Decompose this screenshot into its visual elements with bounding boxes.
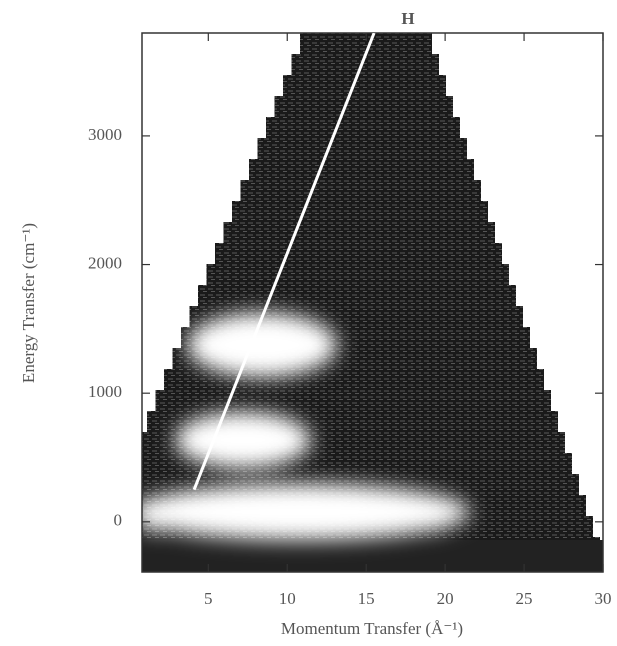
data-line bbox=[192, 33, 376, 491]
y-tick-label: 3000 bbox=[88, 125, 122, 144]
y-tick-label: 0 bbox=[114, 511, 123, 530]
x-tick-label: 15 bbox=[358, 589, 375, 608]
x-tick-label: 5 bbox=[204, 589, 213, 608]
x-axis-label: Momentum Transfer (Å⁻¹) bbox=[281, 619, 463, 638]
intensity-map bbox=[142, 33, 603, 572]
x-tick-label: 20 bbox=[437, 589, 454, 608]
y-tick-label: 1000 bbox=[88, 382, 122, 401]
annotation: H bbox=[401, 9, 414, 28]
x-tick-label: 25 bbox=[516, 589, 533, 608]
y-tick-label: 2000 bbox=[88, 253, 122, 272]
x-tick-label: 30 bbox=[595, 589, 612, 608]
x-tick-label: 10 bbox=[279, 589, 296, 608]
elastic-band bbox=[142, 540, 603, 572]
y-axis-label: Energy Transfer (cm⁻¹) bbox=[19, 223, 38, 383]
